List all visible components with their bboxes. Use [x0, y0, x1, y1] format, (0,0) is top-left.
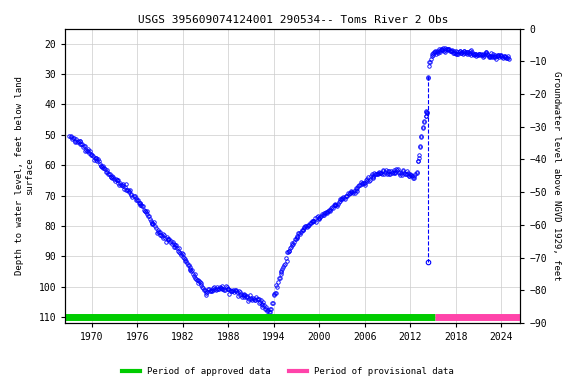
- Y-axis label: Depth to water level, feet below land
surface: Depth to water level, feet below land su…: [15, 76, 35, 275]
- Legend: Period of approved data, Period of provisional data: Period of approved data, Period of provi…: [119, 363, 457, 379]
- Title: USGS 395609074124001 290534-- Toms River 2 Obs: USGS 395609074124001 290534-- Toms River…: [138, 15, 448, 25]
- Y-axis label: Groundwater level above NGVD 1929, feet: Groundwater level above NGVD 1929, feet: [552, 71, 561, 281]
